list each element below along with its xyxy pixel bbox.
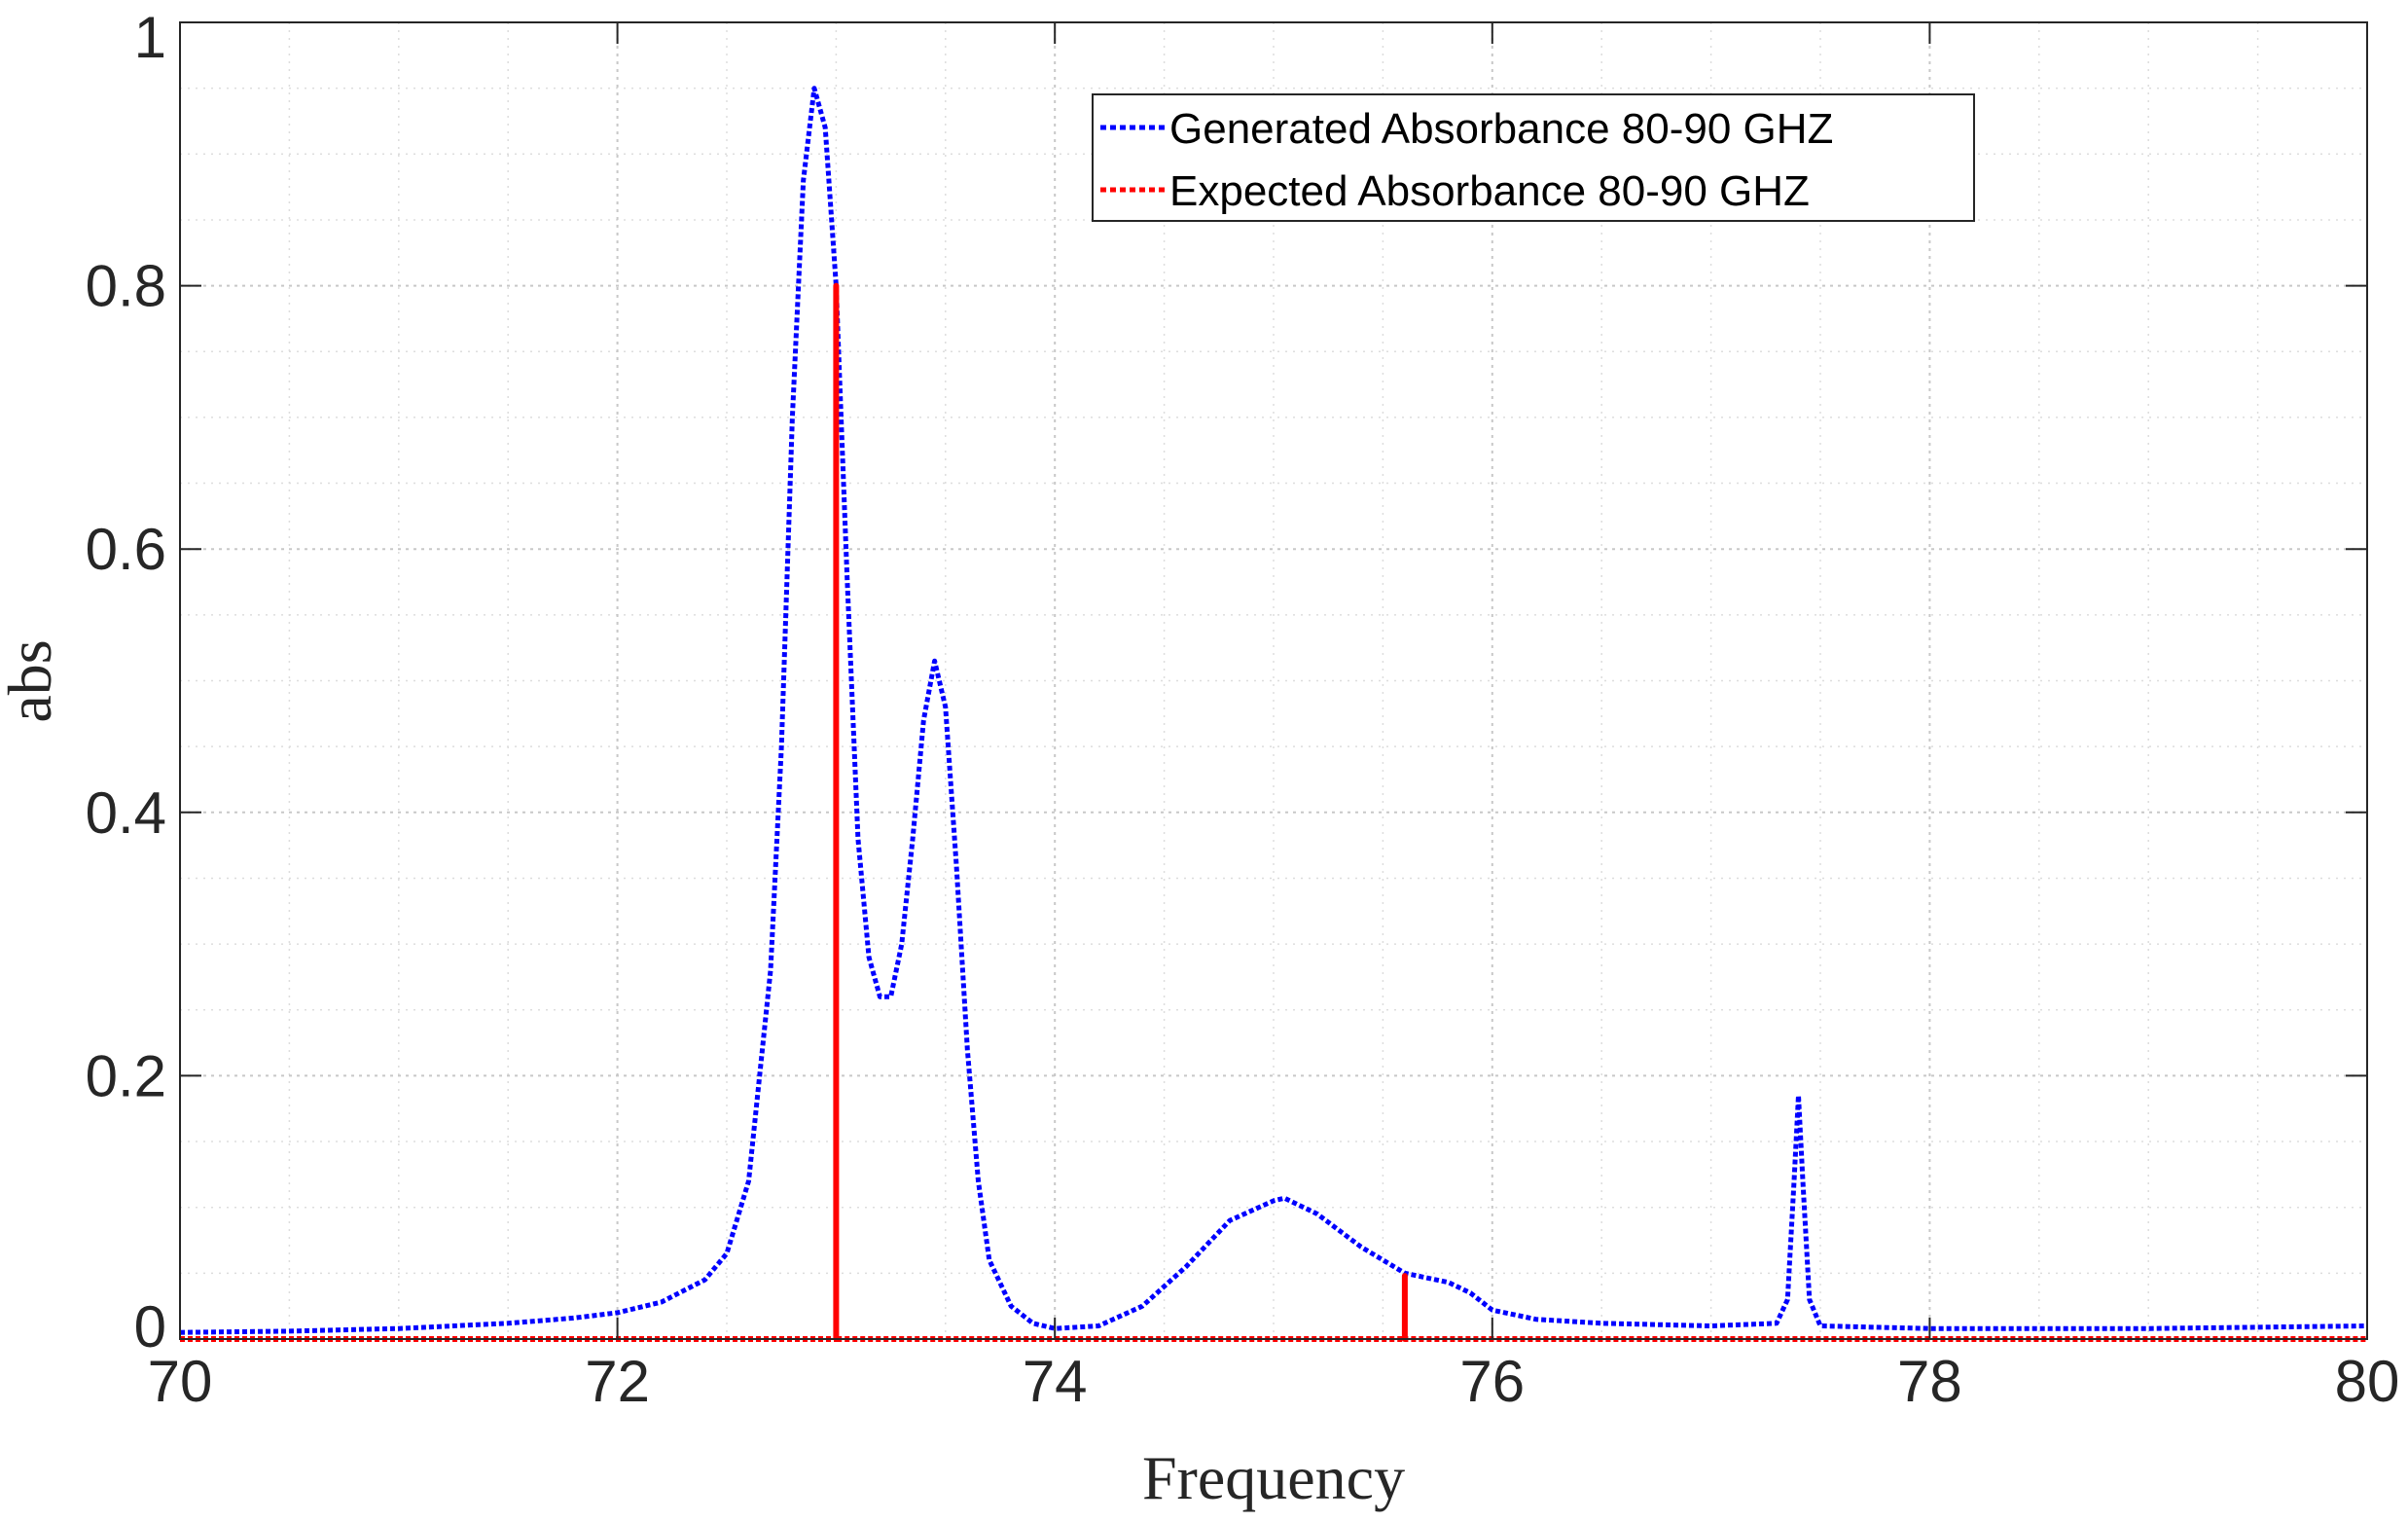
minor-grid	[180, 22, 2367, 1339]
x-tick-label: 80	[2335, 1349, 2400, 1414]
x-tick-label: 70	[148, 1349, 213, 1414]
x-axis-label: Frequency	[1142, 1443, 1405, 1512]
y-tick-label: 0.2	[86, 1043, 166, 1108]
y-tick-labels: 0 0.2 0.4 0.6 0.8 1	[86, 5, 166, 1359]
x-tick-label: 76	[1459, 1349, 1525, 1414]
y-tick-label: 0	[134, 1294, 166, 1359]
y-tick-label: 0.8	[86, 254, 166, 319]
ticks	[179, 21, 2368, 1340]
y-axis-label: abs	[0, 639, 64, 722]
x-tick-label: 72	[585, 1349, 650, 1414]
y-tick-label: 0.4	[86, 780, 166, 846]
y-tick-label: 1	[134, 5, 166, 70]
x-tick-label: 78	[1897, 1349, 1962, 1414]
legend-label-expected: Expected Absorbance 80-90 GHZ	[1169, 167, 1810, 215]
x-tick-labels: 70 72 74 76 78 80	[148, 1349, 2400, 1414]
plot-frame	[179, 21, 2368, 1340]
y-tick-label: 0.6	[86, 517, 166, 582]
series-generated-line	[179, 86, 2368, 1335]
x-tick-label: 74	[1023, 1349, 1088, 1414]
legend-box	[1092, 93, 1975, 222]
legend-label-generated: Generated Absorbance 80-90 GHZ	[1169, 105, 1833, 153]
legend: Generated Absorbance 80-90 GHZ Expected …	[1092, 93, 1975, 222]
